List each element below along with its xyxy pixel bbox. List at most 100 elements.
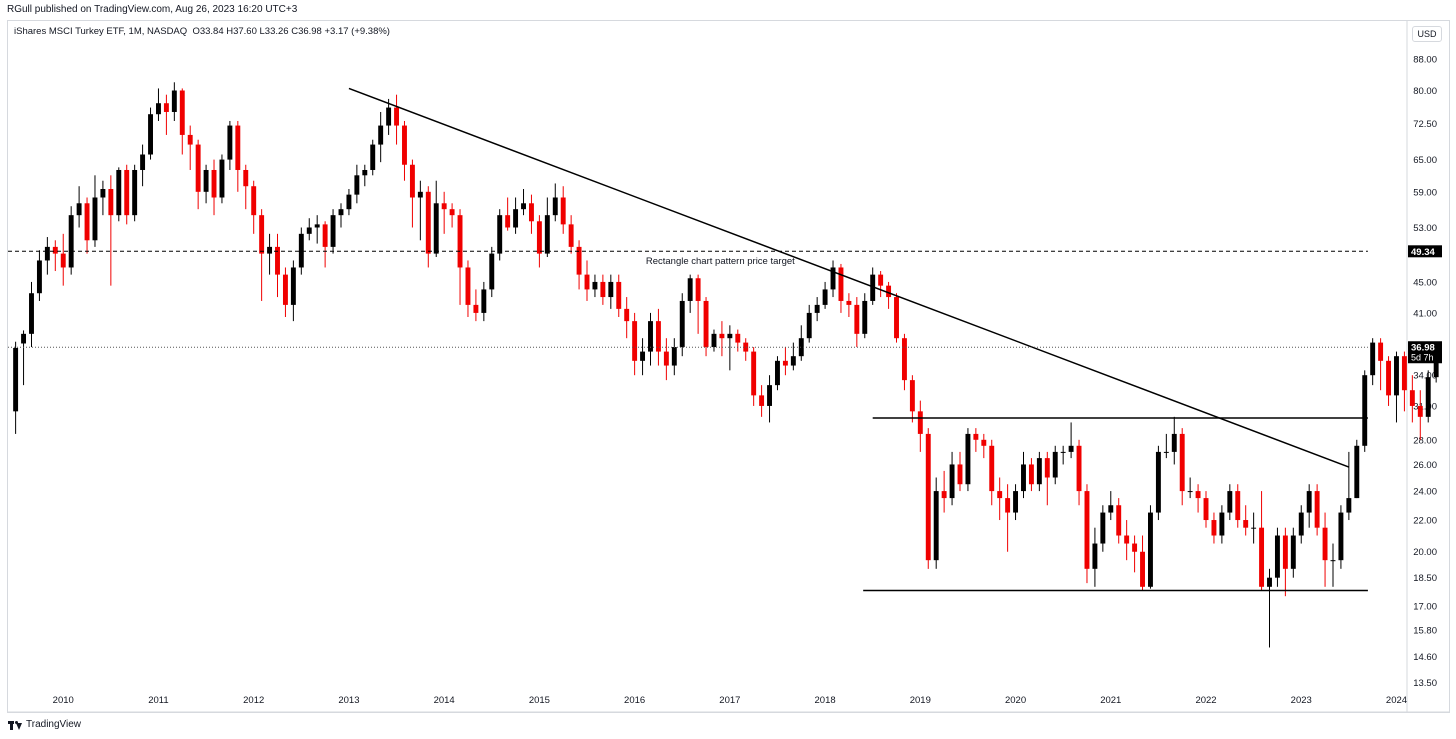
candle-body [941,491,947,499]
y-tick-label: 31.00 [1413,401,1437,412]
candle-body [60,253,66,268]
candle-body [735,333,741,343]
candle-body [409,164,415,198]
x-tick-label: 2011 [148,695,168,706]
candle-body [901,338,907,381]
candle-body [663,351,669,366]
ohlc-values: O33.84 H37.60 L33.26 C36.98 +3.17 (+9.38… [192,26,390,37]
candle-body [417,191,423,198]
candle-body [790,356,796,366]
candle-body [592,281,598,290]
candle-body [465,267,471,305]
candle-body [481,289,487,313]
candle-body [1195,491,1201,499]
candle-body [1187,491,1193,493]
candle-body [140,154,146,170]
candle-body [1243,520,1249,528]
candle-body [21,333,27,344]
candle-body [1124,535,1130,544]
candle-body [1028,464,1034,485]
candle-body [989,445,995,492]
candle-body [878,274,884,286]
x-tick-label: 2018 [815,695,836,706]
candle-body [528,203,534,222]
candle-body [195,144,201,192]
candle-body [671,347,677,366]
candle-body [100,189,106,198]
candle-body [886,285,892,298]
x-tick-label: 2015 [529,695,550,706]
candle-body [179,90,185,135]
candle-body [767,385,772,406]
y-tick-label: 20.00 [1413,547,1437,558]
y-tick-label: 18.50 [1413,573,1437,584]
candle-body [489,253,495,290]
y-tick-label: 65.00 [1413,155,1437,166]
candle-body [862,300,868,334]
candle-body [782,360,788,366]
symbol-info: iShares MSCI Turkey ETF, 1M, NASDAQ O33.… [14,26,390,37]
candle-body [719,333,725,339]
candle-body [1282,535,1288,569]
x-tick-label: 2023 [1291,695,1312,706]
price-label-countdown: 5d 7h [1411,353,1434,363]
x-tick-label: 2019 [910,695,931,706]
x-tick-label: 2010 [53,695,74,706]
candle-body [925,433,931,561]
candle-body [1068,445,1074,452]
candle-body [560,197,566,225]
price-label-box [1408,341,1442,364]
candle-body [330,215,336,247]
candle-body [949,464,955,499]
candle-body [679,300,685,348]
currency-button[interactable]: USD [1412,26,1442,42]
symbol-name[interactable]: iShares MSCI Turkey ETF, 1M, NASDAQ [14,26,188,37]
candle-body [1140,551,1145,587]
candle-body [235,125,241,170]
candle-body [1306,491,1312,513]
y-tick-label: 88.00 [1413,54,1437,65]
candle-body [282,274,288,305]
candle-body [1298,512,1304,536]
candle-body [806,312,812,339]
candle-body [1386,360,1392,396]
y-tick-label: 22.00 [1413,516,1437,527]
candle-body [1401,356,1407,391]
candle-body [695,278,701,301]
candle-body [386,107,392,126]
candle-body [552,197,558,216]
candle-body [1060,451,1066,453]
candle-body [703,300,709,348]
candle-body [1108,505,1114,513]
candle-body [973,433,979,440]
candle-body [1314,491,1320,528]
y-tick-label: 59.00 [1413,187,1437,198]
publisher-text: RGull published on TradingView.com, Aug … [7,4,298,15]
candle-body [727,333,733,339]
candle-body [838,267,844,301]
candle-body [1274,535,1280,578]
candle-body [92,197,98,241]
candle-body [846,300,852,305]
candle-body [76,203,82,216]
candle-body [513,209,519,228]
candle-body [1378,342,1384,361]
candle-body [751,351,757,396]
candle-body [1235,491,1241,521]
candle-body [957,464,963,485]
candle-body [1417,405,1423,417]
candle-body [870,274,876,301]
candle-body [1148,512,1153,587]
candle-body [44,246,50,261]
candle-body [568,224,574,247]
candle-body [441,203,447,210]
candle-body [370,144,376,170]
footer-brand[interactable]: TradingView [26,719,82,730]
candle-body [36,260,42,294]
candle-body [163,103,169,112]
y-tick-label: 34.00 [1413,371,1437,382]
candle-body [1211,520,1217,536]
candle-body [1203,498,1209,521]
tradingview-logo-icon [8,720,22,730]
